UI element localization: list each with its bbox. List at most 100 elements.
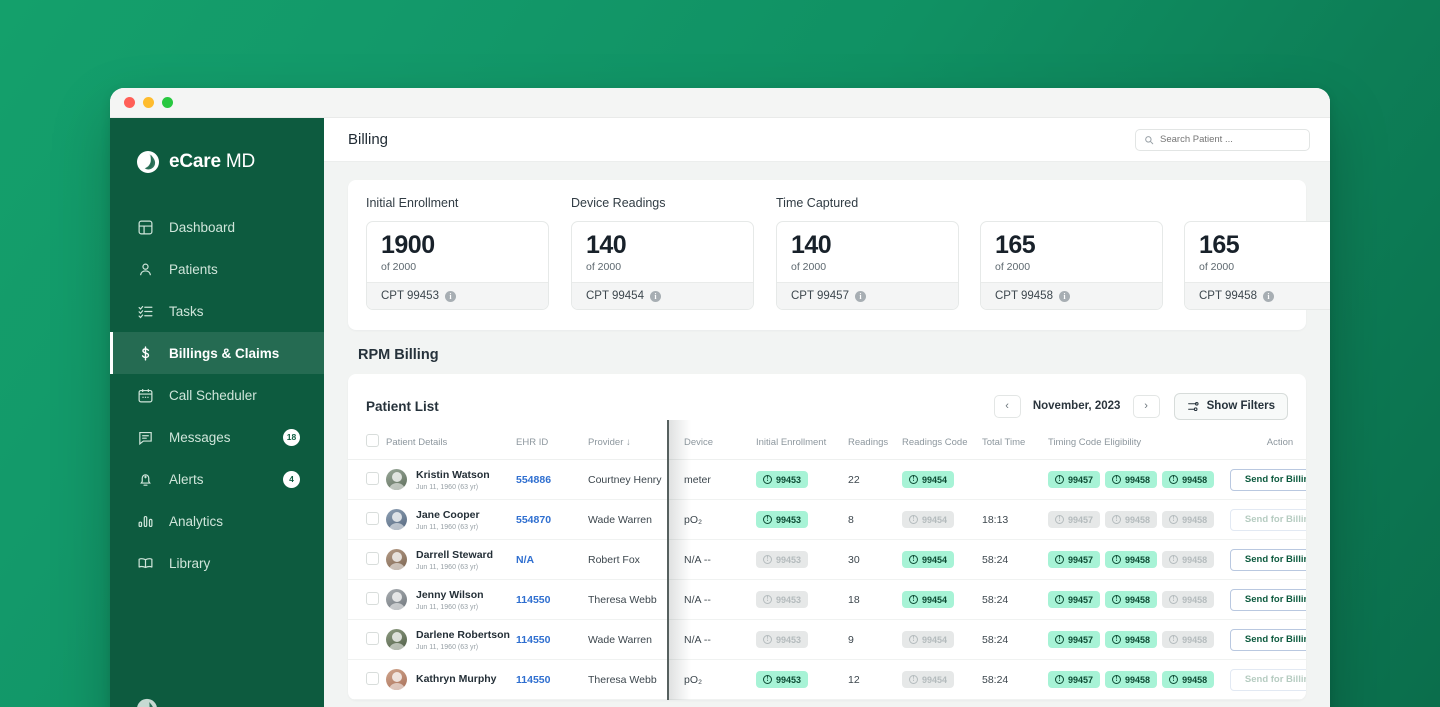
readings-code-badge[interactable]: ! 99454 <box>902 551 955 569</box>
info-icon[interactable]: i <box>444 290 456 302</box>
readings-code-badge[interactable]: ! 99454 <box>902 591 955 609</box>
timing-code-badge[interactable]: ! 99457 <box>1048 471 1101 489</box>
table-row[interactable]: Jane Cooper Jun 11, 1960 (63 yr) 554870 Wad… <box>348 499 1306 541</box>
info-icon[interactable]: i <box>854 290 866 302</box>
timing-code-badge[interactable]: ! 99457 <box>1048 671 1101 689</box>
select-all-checkbox[interactable] <box>366 434 379 448</box>
prev-month-button[interactable]: ‹ <box>993 394 1021 418</box>
readings-code-badge[interactable]: ! 99454 <box>902 511 955 529</box>
sidebar-item-alerts[interactable]: Alerts 4 <box>110 458 324 500</box>
row-select-cell <box>348 539 386 581</box>
table-row[interactable]: Darlene Robertson Jun 11, 1960 (63 yr) 114… <box>348 619 1306 661</box>
initial-enrollment-cell: ! 99453 <box>756 499 848 541</box>
next-month-button[interactable]: › <box>1132 394 1160 418</box>
timing-code-badge[interactable]: ! 99457 <box>1048 551 1101 569</box>
row-checkbox[interactable] <box>366 591 379 605</box>
initial-enrollment-badge[interactable]: ! 99453 <box>756 511 809 529</box>
column-header-initial-enrollment[interactable]: Initial Enrollment <box>756 424 848 461</box>
ehr-id-link[interactable]: 554886 <box>516 473 552 486</box>
send-for-billing-button[interactable]: Send for Billing <box>1229 588 1306 611</box>
timing-code-badge[interactable]: ! 99458 <box>1162 511 1215 529</box>
timing-code-badge[interactable]: ! 99458 <box>1105 591 1158 609</box>
column-header-ehr-id[interactable]: EHR ID <box>516 424 588 461</box>
sidebar-item-messages[interactable]: Messages 18 <box>110 416 324 458</box>
row-checkbox[interactable] <box>366 671 379 685</box>
column-header-device[interactable]: Device <box>684 424 756 461</box>
window-close-button[interactable] <box>124 97 135 108</box>
row-checkbox[interactable] <box>366 471 379 485</box>
sort-desc-icon[interactable]: ↓ <box>626 436 631 448</box>
info-icon[interactable]: i <box>1058 290 1070 302</box>
info-circle-icon: ! <box>1112 515 1122 525</box>
info-icon[interactable]: i <box>1262 290 1274 302</box>
stat-value: 140 <box>791 231 832 259</box>
ehr-id-link[interactable]: N/A <box>516 553 535 566</box>
send-for-billing-button[interactable]: Send for Billing <box>1229 468 1306 491</box>
initial-enrollment-badge[interactable]: ! 99453 <box>756 591 809 609</box>
send-for-billing-button[interactable]: Send for Billing <box>1229 508 1306 531</box>
page-title: Billing <box>348 131 389 148</box>
column-header-patient-details[interactable]: Patient Details <box>386 424 516 461</box>
column-header-readings[interactable]: Readings <box>848 424 902 461</box>
window-minimize-button[interactable] <box>143 97 154 108</box>
frozen-column-divider[interactable] <box>667 420 669 701</box>
column-header-timing-code-eligibility[interactable]: Timing Code Eligibility <box>1048 424 1220 461</box>
ehr-id-link[interactable]: 114550 <box>516 673 551 686</box>
info-icon[interactable]: i <box>649 290 661 302</box>
timing-code-badge[interactable]: ! 99458 <box>1105 551 1158 569</box>
readings-cell: 8 <box>848 499 902 541</box>
row-checkbox[interactable] <box>366 511 379 525</box>
timing-code-badge[interactable]: ! 99458 <box>1162 671 1215 689</box>
send-for-billing-button[interactable]: Send for Billing <box>1229 628 1306 651</box>
initial-enrollment-badge[interactable]: ! 99453 <box>756 671 809 689</box>
sidebar-item-patients[interactable]: Patients <box>110 248 324 290</box>
window-zoom-button[interactable] <box>162 97 173 108</box>
table-row[interactable]: Jenny Wilson Jun 11, 1960 (63 yr) 114550 Th… <box>348 579 1306 621</box>
readings-code-badge[interactable]: ! 99454 <box>902 471 955 489</box>
column-header-total-time[interactable]: Total Time <box>982 424 1048 461</box>
stat-cpt-label: CPT 99457 <box>791 290 849 303</box>
initial-enrollment-badge[interactable]: ! 99453 <box>756 631 809 649</box>
column-header-action: Action <box>1220 424 1306 461</box>
readings-code-badge[interactable]: ! 99454 <box>902 631 955 649</box>
column-header-readings-code[interactable]: Readings Code <box>902 424 982 461</box>
readings-code-badge[interactable]: ! 99454 <box>902 671 955 689</box>
sidebar-item-dashboard[interactable]: Dashboard <box>110 206 324 248</box>
info-circle-icon: ! <box>1055 595 1064 605</box>
send-for-billing-button[interactable]: Send for Billing <box>1229 548 1306 571</box>
initial-enrollment-badge[interactable]: ! 99453 <box>756 551 809 569</box>
row-checkbox[interactable] <box>366 551 379 565</box>
timing-code-badge[interactable]: ! 99458 <box>1105 631 1158 649</box>
timing-code-badge[interactable]: ! 99458 <box>1105 671 1158 689</box>
timing-code-badge[interactable]: ! 99458 <box>1162 551 1215 569</box>
timing-code-badge[interactable]: ! 99458 <box>1162 631 1215 649</box>
sidebar-item-call-scheduler[interactable]: Call Scheduler <box>110 374 324 416</box>
sidebar-item-billings-claims[interactable]: Billings & Claims <box>110 332 324 374</box>
row-checkbox[interactable] <box>366 631 379 645</box>
show-filters-button[interactable]: Show Filters <box>1173 392 1288 420</box>
sidebar-item-tasks[interactable]: Tasks <box>110 290 324 332</box>
timing-code-badge[interactable]: ! 99458 <box>1162 471 1215 489</box>
ehr-id-link[interactable]: 554870 <box>516 513 552 526</box>
send-for-billing-button[interactable]: Send for Billing <box>1229 668 1306 691</box>
timing-code-badge[interactable]: ! 99458 <box>1105 471 1158 489</box>
timing-code-badge[interactable]: ! 99458 <box>1105 511 1158 529</box>
search-patient-field[interactable] <box>1135 128 1310 151</box>
table-row[interactable]: Kristin Watson Jun 11, 1960 (63 yr) 554886… <box>348 459 1306 501</box>
timing-code-badge[interactable]: ! 99457 <box>1048 511 1101 529</box>
ehr-id-link[interactable]: 114550 <box>516 593 551 606</box>
brand: eCare MD <box>110 140 324 174</box>
stat-total: of 2000 <box>381 261 417 274</box>
table-row[interactable]: Kathryn Murphy 114550 Theresa Webb pO₂! 9945… <box>348 659 1306 701</box>
search-input[interactable] <box>1160 134 1301 145</box>
sidebar-item-library[interactable]: Library <box>110 542 324 584</box>
initial-enrollment-badge[interactable]: ! 99453 <box>756 471 809 489</box>
timing-code-badge[interactable]: ! 99457 <box>1048 631 1101 649</box>
stat-cpt-label: CPT 99454 <box>586 290 644 303</box>
table-row[interactable]: Darrell Steward Jun 11, 1960 (63 yr) N/A Ro… <box>348 539 1306 581</box>
sidebar: eCare MD Dashboard <box>110 118 324 707</box>
sidebar-item-analytics[interactable]: Analytics <box>110 500 324 542</box>
ehr-id-link[interactable]: 114550 <box>516 633 551 646</box>
timing-code-badge[interactable]: ! 99458 <box>1162 591 1215 609</box>
timing-code-badge[interactable]: ! 99457 <box>1048 591 1101 609</box>
